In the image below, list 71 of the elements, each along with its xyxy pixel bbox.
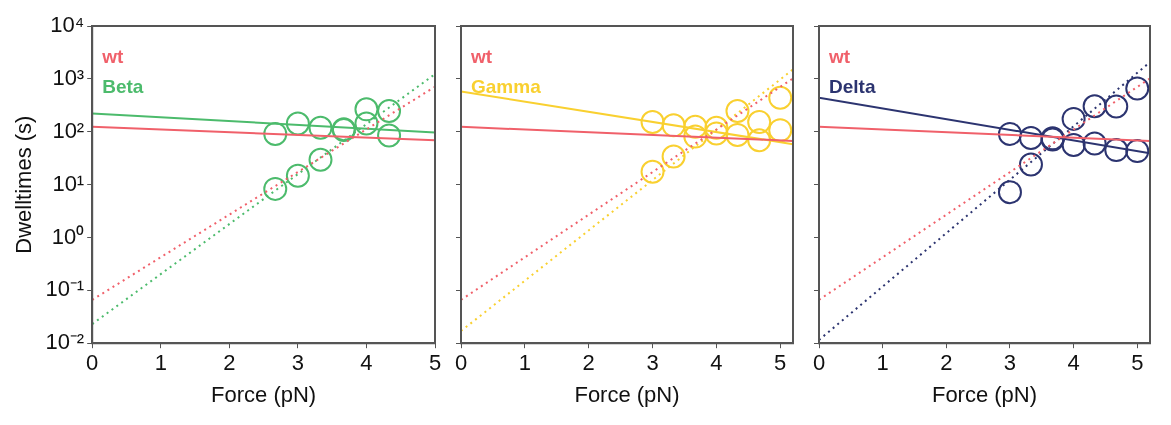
y-tick-label: 10⁰ bbox=[51, 223, 85, 249]
text: wt bbox=[828, 45, 851, 67]
y-axis-title: Dwelltimes (s) bbox=[11, 115, 37, 254]
y-tick-label: 10² bbox=[52, 117, 85, 143]
x-axis-title: Force (pN) bbox=[211, 381, 317, 407]
x-tick-label: 5 bbox=[1131, 350, 1144, 376]
x-tick-label: 3 bbox=[646, 350, 659, 376]
point bbox=[1061, 106, 1086, 131]
x-tick-label: 2 bbox=[223, 350, 236, 376]
x-tick-label: 4 bbox=[360, 350, 373, 376]
point bbox=[683, 114, 708, 139]
x-axis-title: Force (pN) bbox=[931, 381, 1038, 407]
y-tick-label: 10⁴ bbox=[50, 12, 85, 38]
point bbox=[768, 118, 793, 143]
point bbox=[308, 115, 333, 140]
point bbox=[1104, 138, 1129, 163]
x-tick-label: 1 bbox=[876, 350, 889, 376]
point bbox=[1104, 94, 1129, 119]
x-tick-label: 5 bbox=[774, 350, 787, 376]
point bbox=[1125, 76, 1150, 101]
point bbox=[725, 98, 750, 123]
point bbox=[1018, 126, 1043, 151]
point bbox=[683, 124, 708, 149]
text: Gamma bbox=[471, 75, 542, 97]
point bbox=[1061, 133, 1086, 158]
x-tick-label: 1 bbox=[154, 350, 167, 376]
point bbox=[747, 128, 772, 153]
point bbox=[704, 121, 729, 146]
point bbox=[263, 121, 288, 146]
point bbox=[640, 109, 665, 134]
text: Beta bbox=[102, 75, 144, 97]
point bbox=[661, 144, 686, 169]
point bbox=[997, 180, 1022, 205]
point bbox=[285, 163, 310, 188]
point bbox=[725, 122, 750, 147]
point bbox=[354, 97, 379, 122]
point bbox=[377, 98, 402, 123]
y-tick-label: 10¹ bbox=[52, 170, 85, 196]
x-tick-label: 3 bbox=[291, 350, 304, 376]
y-tick-label: 10⁻¹ bbox=[45, 276, 85, 302]
x-tick-label: 0 bbox=[86, 350, 99, 376]
point bbox=[704, 115, 729, 140]
text: wt bbox=[470, 45, 493, 67]
text: Delta bbox=[829, 75, 876, 97]
x-tick-label: 4 bbox=[1067, 350, 1080, 376]
point bbox=[661, 113, 686, 138]
x-tick-label: 2 bbox=[940, 350, 953, 376]
y-tick-label: 10³ bbox=[52, 64, 85, 90]
point bbox=[1082, 94, 1107, 119]
x-tick-label: 4 bbox=[710, 350, 723, 376]
point bbox=[308, 147, 333, 172]
x-axis-title: Force (pN) bbox=[574, 381, 680, 407]
x-tick-label: 5 bbox=[428, 350, 442, 376]
point bbox=[1018, 152, 1043, 177]
x-tick-label: 2 bbox=[582, 350, 595, 376]
point bbox=[768, 85, 793, 110]
point bbox=[640, 159, 665, 184]
point bbox=[1125, 139, 1150, 164]
point bbox=[263, 176, 288, 201]
point bbox=[1082, 131, 1107, 156]
x-tick-label: 1 bbox=[518, 350, 531, 376]
point bbox=[997, 121, 1022, 146]
point bbox=[285, 111, 310, 136]
x-tick-label: 0 bbox=[454, 350, 468, 376]
y-tick-label: 10⁻² bbox=[45, 329, 85, 355]
point bbox=[354, 111, 379, 136]
point bbox=[377, 123, 402, 148]
x-tick-label: 0 bbox=[812, 350, 826, 376]
x-tick-label: 3 bbox=[1003, 350, 1017, 376]
text: wt bbox=[101, 45, 124, 67]
point bbox=[747, 109, 772, 134]
